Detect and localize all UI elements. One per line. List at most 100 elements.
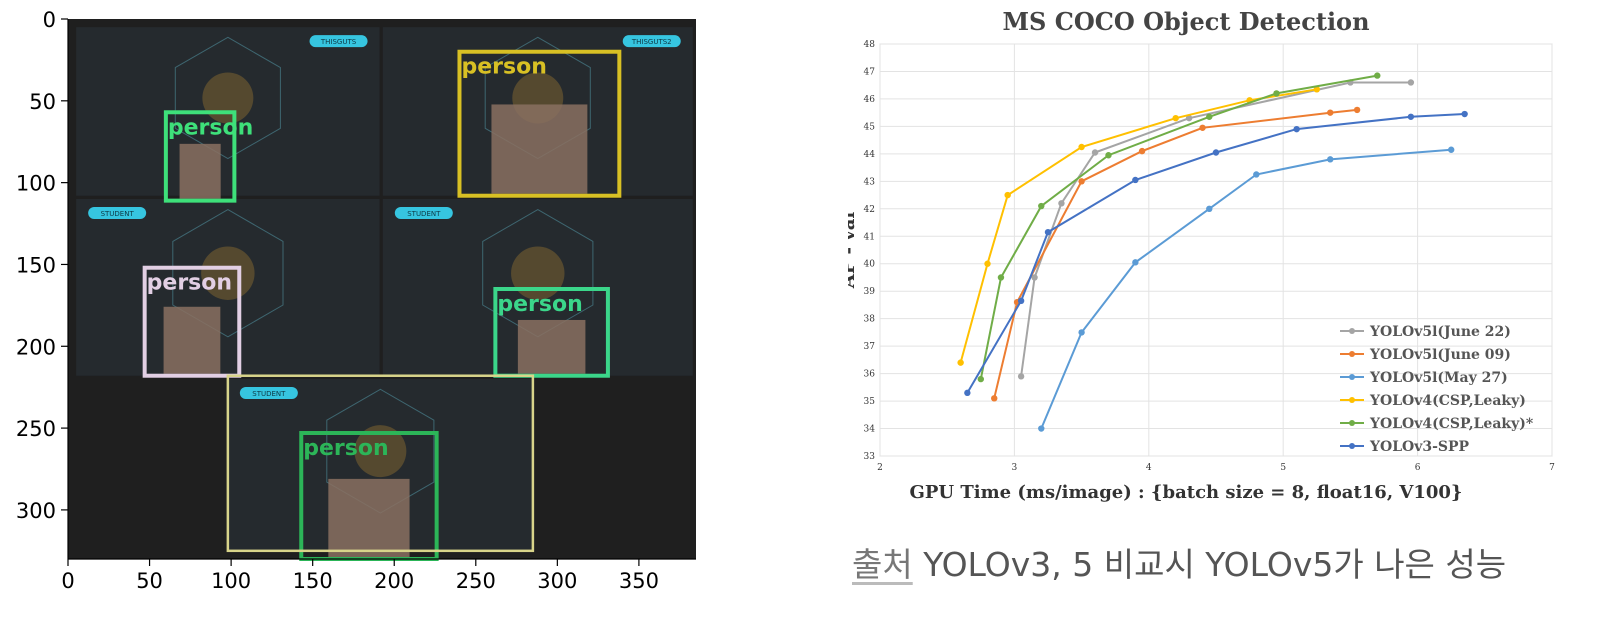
chart-title: MS COCO Object Detection — [1002, 7, 1369, 36]
legend-marker — [1349, 328, 1355, 334]
detection-label: person — [497, 292, 582, 317]
y-tick-label: 0 — [43, 8, 56, 32]
panel-badge — [88, 207, 147, 219]
x-tick-label: 0 — [61, 569, 74, 593]
y-tick-label: 41 — [864, 232, 875, 242]
bounding-box — [226, 374, 535, 553]
panel-badge-label: THISGUTS — [320, 38, 357, 46]
data-point — [1138, 147, 1146, 155]
data-point — [1038, 202, 1045, 210]
data-point — [1185, 114, 1193, 122]
data-point — [957, 359, 964, 366]
y-tick-label: 150 — [16, 253, 56, 277]
data-point — [1407, 79, 1415, 86]
series — [1038, 146, 1455, 432]
caption: 출처 YOLOv3, 5 비교시 YOLOv5가 나은 성능 — [852, 538, 1506, 586]
detection: person — [163, 110, 253, 203]
hexagon-graphic — [172, 209, 284, 338]
y-tick-label: 37 — [864, 342, 876, 352]
data-point — [1172, 114, 1179, 122]
legend-label: YOLOv5l(June 22) — [1369, 324, 1511, 340]
y-tick-label: 48 — [864, 40, 876, 50]
series — [957, 86, 1320, 366]
data-point — [1132, 259, 1139, 266]
y-tick-label: 35 — [864, 397, 876, 407]
detection-figure: THISGUTS THISGUTS2 STUDENT STUDENT STUDENT pe… — [16, 8, 696, 593]
x-tick-label: 3 — [1012, 463, 1018, 473]
x-tick-label: 350 — [619, 569, 659, 593]
data-point — [1293, 125, 1300, 133]
y-tick-label: 300 — [16, 499, 56, 523]
y-tick-label: 47 — [864, 67, 876, 77]
data-point — [1327, 109, 1334, 116]
data-point — [1313, 86, 1320, 93]
legend-label: YOLOv5l(May 27) — [1369, 370, 1508, 386]
panel-badge — [239, 387, 298, 399]
data-point — [1105, 152, 1112, 159]
detection: person — [299, 431, 439, 561]
x-tick-label: 6 — [1415, 463, 1421, 473]
center-emblem — [354, 425, 407, 478]
legend: YOLOv5l(June 22) YOLOv5l(June 09) YOLOv5l(… — [1340, 324, 1534, 455]
detection-label: person — [147, 271, 232, 296]
detection-label: person — [461, 55, 546, 80]
y-tick-label: 40 — [864, 260, 876, 270]
data-point — [1091, 149, 1099, 156]
data-point — [1327, 156, 1334, 163]
x-tick-label: 100 — [211, 569, 251, 593]
bounding-box — [493, 287, 610, 378]
y-tick-label: 34 — [864, 425, 876, 435]
face-region — [179, 143, 221, 199]
data-point — [1374, 72, 1381, 79]
series — [991, 106, 1361, 402]
legend-label: YOLOv5l(June 09) — [1369, 347, 1511, 363]
data-point — [1078, 329, 1085, 336]
series-line — [966, 113, 1465, 394]
face-region — [491, 104, 588, 194]
data-point — [1448, 146, 1455, 153]
data-point — [991, 395, 998, 402]
y-tick-label: 45 — [864, 122, 876, 132]
data-point — [1199, 124, 1206, 131]
data-point — [1253, 171, 1260, 178]
data-point — [1273, 90, 1280, 97]
panel-badge-label: STUDENT — [407, 210, 441, 218]
data-point — [1353, 106, 1361, 114]
y-tick-label: 39 — [864, 287, 876, 297]
x-tick-label: 150 — [293, 569, 333, 593]
legend-marker — [1349, 397, 1355, 403]
legend-marker — [1349, 420, 1355, 426]
data-point — [1017, 373, 1025, 380]
data-point — [997, 274, 1005, 281]
x-tick-label: 300 — [537, 569, 577, 593]
data-point — [1206, 113, 1213, 120]
y-tick-label: 38 — [864, 315, 876, 325]
panel-badge-label: STUDENT — [101, 210, 135, 218]
y-tick-label: 44 — [864, 150, 876, 160]
x-tick-label: 7 — [1549, 463, 1555, 473]
detection: person — [142, 265, 242, 378]
data-point — [1058, 200, 1065, 207]
caption-source-link[interactable]: 출처 — [852, 545, 913, 584]
data-point — [964, 389, 971, 397]
series — [964, 110, 1468, 397]
face-region — [328, 478, 410, 557]
data-point — [1078, 143, 1085, 151]
legend-marker — [1349, 374, 1355, 380]
detection: person — [457, 49, 622, 198]
data-point — [1004, 191, 1011, 199]
y-tick-label: 50 — [29, 90, 56, 114]
face-region — [517, 319, 586, 374]
hexagon-graphic — [174, 36, 281, 160]
data-point — [1044, 228, 1052, 236]
data-point — [1031, 274, 1038, 281]
x-tick-label: 200 — [374, 569, 414, 593]
data-point — [1206, 205, 1213, 212]
series — [1017, 79, 1415, 380]
bounding-box — [163, 110, 237, 203]
y-tick-label: 36 — [864, 370, 876, 380]
y-tick-label: 42 — [864, 205, 875, 215]
data-point — [1132, 176, 1139, 184]
x-axis-label: GPU Time (ms/image) : {batch size = 8, f… — [910, 482, 1463, 503]
detection: person — [493, 287, 610, 378]
